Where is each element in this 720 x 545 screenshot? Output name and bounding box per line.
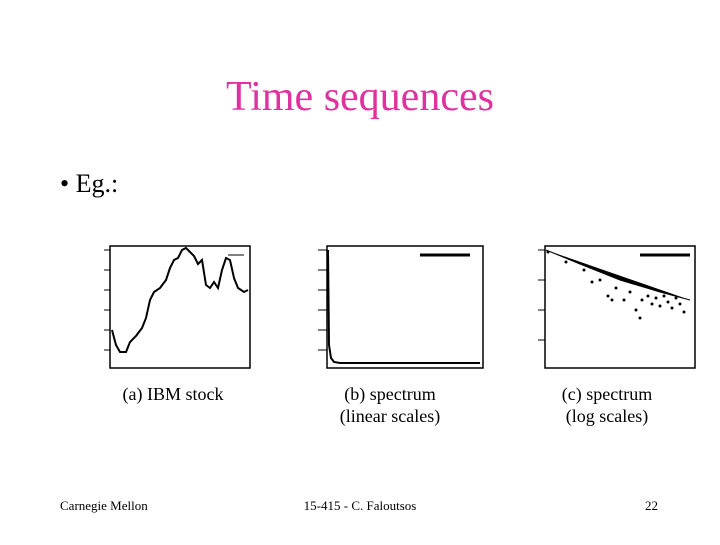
figure-spectrum-log (538, 245, 696, 369)
figure-caption: (linear scales) (340, 406, 440, 427)
footer-center: 15-415 - C. Faloutsos (304, 498, 417, 513)
figure-caption: (b) spectrum (344, 384, 435, 405)
plot-frame (326, 245, 484, 369)
spectrum-line (327, 249, 480, 364)
axis-ticks (318, 249, 327, 351)
page-number: 22 (645, 498, 658, 513)
figure-caption: (log scales) (566, 406, 648, 427)
slide-title: Time sequences (226, 74, 494, 120)
fit-line (545, 249, 691, 301)
footer-left: Carnegie Mellon (60, 498, 148, 513)
scatter-points (546, 250, 686, 320)
plot-frame (544, 245, 696, 369)
axis-ticks (104, 249, 110, 351)
plot-frame (109, 245, 251, 369)
figure-spectrum-linear (318, 245, 484, 369)
figure-ibm-stock (104, 245, 251, 369)
axis-ticks (538, 249, 545, 341)
figure-caption: (a) IBM stock (123, 384, 224, 405)
stock-line (111, 246, 249, 353)
bullet-text: • Eg.: (60, 169, 118, 198)
figure-caption: (c) spectrum (562, 384, 652, 405)
